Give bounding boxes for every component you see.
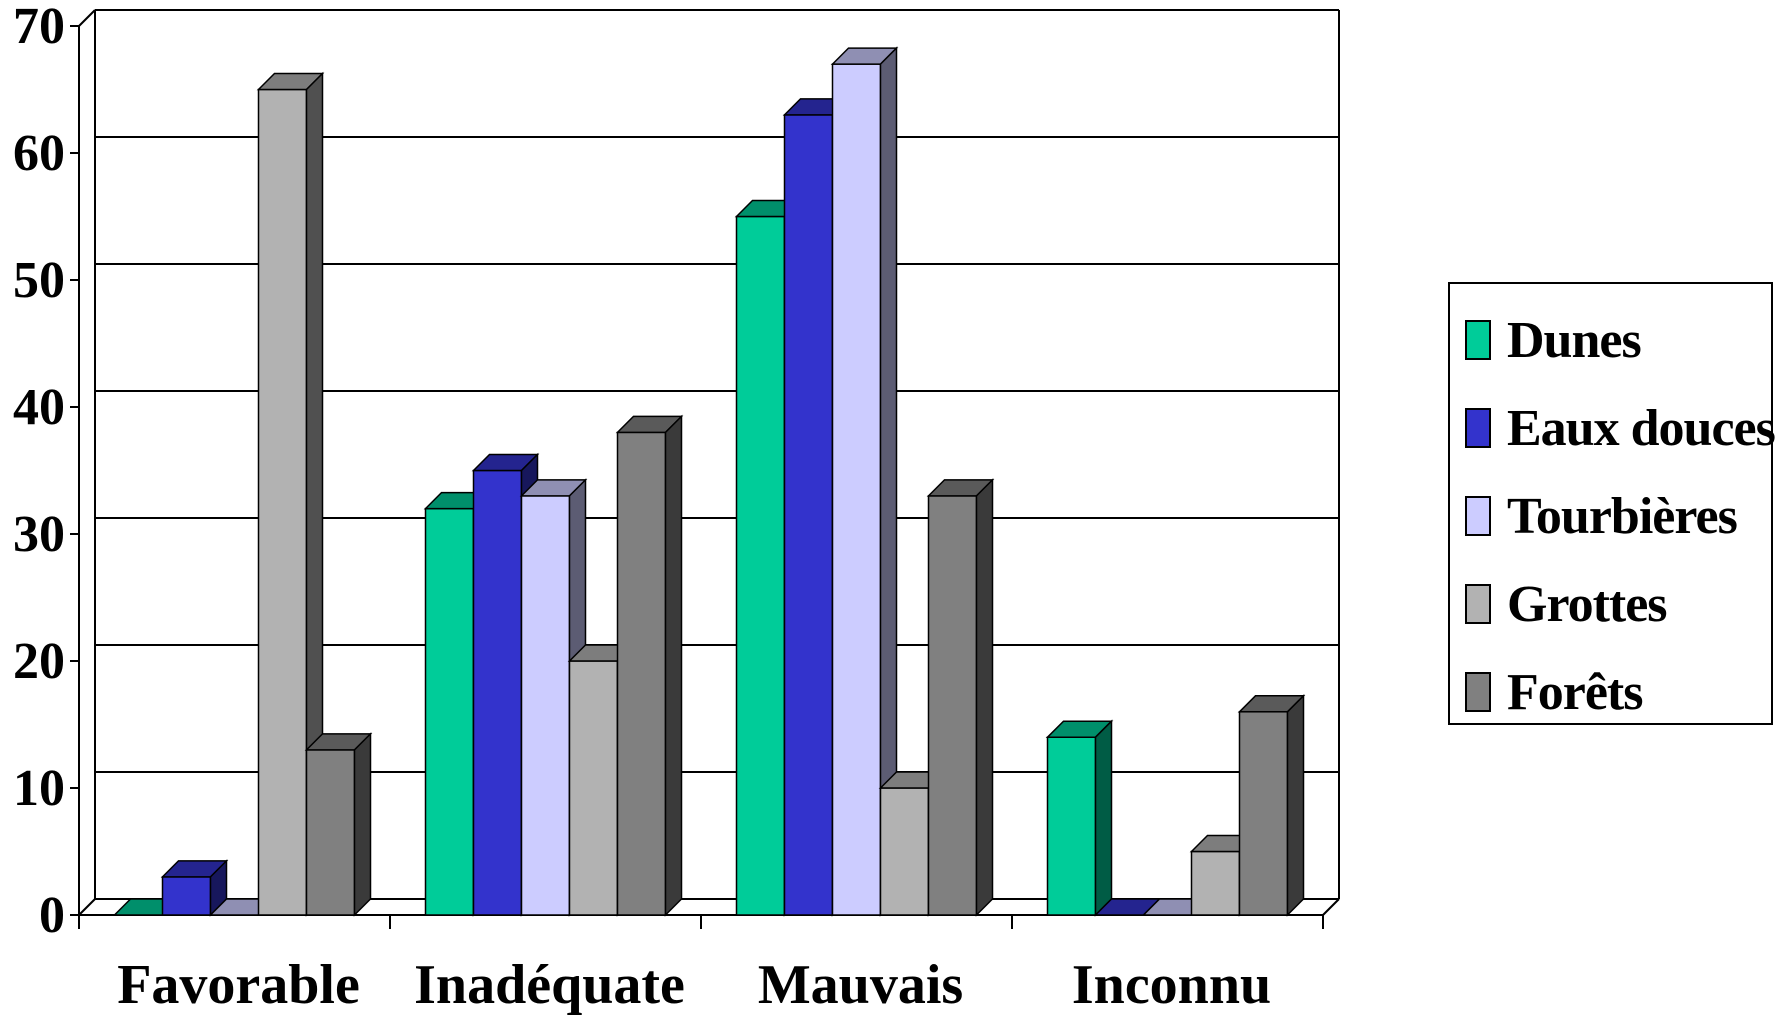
y-tick-label: 60 (13, 125, 65, 182)
y-tick-label: 30 (13, 506, 65, 563)
legend-swatch (1465, 496, 1491, 536)
bar (304, 732, 373, 917)
legend-item: Dunes (1465, 310, 1642, 370)
y-tick-label: 50 (13, 252, 65, 309)
y-tick-label: 10 (13, 760, 65, 817)
legend-label: Eaux douces (1507, 399, 1775, 457)
legend-label: Forêts (1507, 663, 1643, 721)
legend: Dunes Eaux douces Tourbières Grottes Forêts (1448, 282, 1775, 725)
bar (926, 478, 995, 917)
legend-label: Dunes (1507, 311, 1642, 369)
wall-top-edge (78, 9, 96, 27)
legend-label: Tourbières (1507, 487, 1738, 545)
legend-swatch (1465, 584, 1491, 624)
legend-label: Grottes (1507, 575, 1668, 633)
bar (830, 46, 899, 917)
floor-right-edge (1322, 898, 1340, 916)
y-tick-label: 0 (39, 887, 65, 944)
x-category-label: Mauvais (758, 954, 963, 1016)
bars (112, 46, 1306, 917)
legend-item: Eaux douces (1465, 398, 1775, 458)
x-axis-category-labels: Favorable Inadéquate Mauvais Inconnu (117, 954, 1271, 1016)
legend-swatch (1465, 320, 1491, 360)
floor-left-edge (78, 898, 96, 916)
bar (1237, 693, 1306, 917)
legend-swatch (1465, 408, 1491, 448)
x-category-label: Inadéquate (414, 954, 685, 1016)
bar (160, 859, 229, 917)
bar (1045, 719, 1114, 917)
y-tick-label: 20 (13, 633, 65, 690)
x-category-label: Favorable (117, 954, 360, 1016)
x-category-label: Inconnu (1072, 954, 1271, 1016)
legend-item: Forêts (1465, 662, 1643, 722)
legend-item: Grottes (1465, 574, 1668, 634)
legend-item: Tourbières (1465, 486, 1738, 546)
bar (256, 71, 325, 917)
y-axis-tick-labels: 0 10 20 30 40 50 60 70 (13, 0, 65, 944)
bar (615, 414, 684, 917)
legend-swatch (1465, 672, 1491, 712)
y-tick-label: 40 (13, 379, 65, 436)
y-tick-label: 70 (13, 0, 65, 55)
